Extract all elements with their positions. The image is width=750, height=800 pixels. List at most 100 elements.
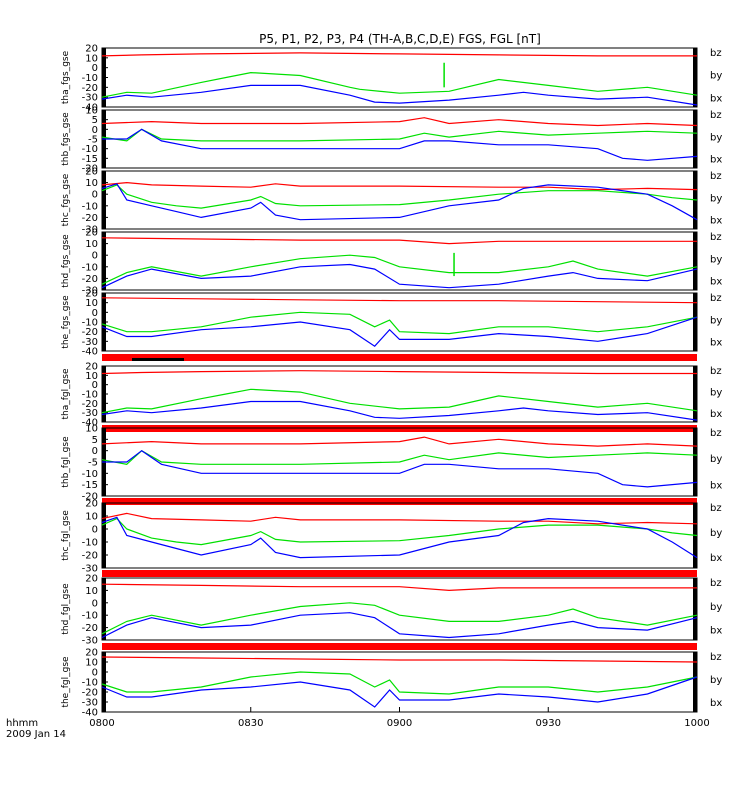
y-tick-label: 10 [85, 658, 98, 669]
y-tick-label: 0 [92, 63, 98, 74]
series-bx [101, 263, 698, 289]
legend-bz: bz [710, 366, 722, 377]
legend-bx: bx [710, 277, 722, 288]
legend-bx: bx [710, 409, 722, 420]
legend-by: by [710, 528, 722, 539]
y-tick-label: -20 [82, 274, 98, 285]
series-bx [101, 612, 698, 639]
legend-bz: bz [710, 652, 722, 663]
legend-bx: bx [710, 698, 722, 709]
y-tick-label: 10 [85, 53, 98, 64]
y-tick-label: -20 [82, 551, 98, 562]
legend-bz: bz [710, 503, 722, 514]
y-tick-label: -10 [82, 611, 98, 622]
separator-bar-0 [102, 354, 697, 361]
y-tick-label: -10 [82, 318, 98, 329]
series-bz [101, 237, 697, 245]
legend-bz: bz [710, 110, 722, 121]
legend-bz: bz [710, 171, 722, 182]
series-bz [101, 117, 698, 127]
y-tick-label: 10 [85, 239, 98, 250]
x-tick-label: 0900 [387, 718, 412, 729]
series-bx [101, 676, 698, 708]
y-tick-label: -10 [82, 73, 98, 84]
y-tick-label: -30 [82, 408, 98, 419]
series-bz [101, 656, 698, 663]
y-tick-label: 20 [85, 574, 98, 585]
series-by [101, 311, 698, 335]
y-tick-label: -15 [82, 154, 98, 165]
x-tick-label: 0800 [89, 718, 114, 729]
y-tick-label: -20 [82, 83, 98, 94]
y-tick-label: -5 [88, 458, 98, 469]
series-bz [101, 436, 698, 447]
y-tick-label: -20 [82, 327, 98, 338]
legend-by: by [710, 315, 722, 326]
y-axis-label: the_fgl_gse [61, 656, 71, 708]
y-tick-label: -40 [82, 103, 98, 114]
y-tick-label: 5 [92, 115, 98, 126]
panel-thc_fgl_gse: 20 10 0 -10 -20 -30 thc_fgl_gse bz by bx [61, 499, 722, 575]
legend-bx: bx [710, 338, 722, 349]
panel-frame [101, 170, 698, 230]
panel-right-edge [693, 110, 697, 168]
panel-right-edge [693, 232, 697, 290]
y-tick-label: 0 [92, 190, 98, 201]
series-bz [101, 512, 698, 525]
y-tick-label: -10 [82, 144, 98, 155]
y-tick-label: -40 [82, 347, 98, 358]
series-bx [102, 128, 698, 161]
series-by [101, 71, 698, 98]
legend-bx: bx [710, 93, 722, 104]
series-by [101, 671, 698, 695]
y-tick-label: 20 [85, 499, 98, 510]
series-bx [101, 516, 698, 559]
legend-by: by [710, 132, 722, 143]
y-tick-label: 10 [85, 106, 98, 117]
legend-bz: bz [710, 578, 722, 589]
y-axis-label: thc_fgs_gse [61, 173, 71, 226]
y-tick-label: 20 [85, 648, 98, 659]
legend-bx: bx [710, 155, 722, 166]
y-tick-label: -40 [82, 418, 98, 429]
y-tick-label: -20 [82, 688, 98, 699]
y-tick-label: 0 [92, 125, 98, 136]
y-axis-label: thd_fgs_gse [61, 234, 71, 288]
series-bz [101, 297, 698, 304]
data-gap-marker [132, 358, 184, 361]
y-tick-label: 10 [85, 298, 98, 309]
series-bx [101, 400, 698, 421]
legend-bx: bx [710, 216, 722, 227]
series-bx [101, 183, 698, 221]
separator-bar-2 [102, 498, 697, 505]
series-bz [101, 52, 697, 57]
y-axis-label: tha_fgl_gse [61, 368, 71, 420]
panel-left-edge [102, 232, 106, 290]
series-bx [101, 84, 698, 106]
y-tick-label: -40 [82, 708, 98, 719]
y-tick-label: -10 [82, 262, 98, 273]
series-bz [101, 370, 697, 375]
y-tick-label: -10 [82, 678, 98, 689]
panel-left-edge [102, 503, 106, 568]
time-label: hhmm [6, 718, 38, 729]
series-bz [101, 181, 698, 191]
y-tick-label: -30 [82, 225, 98, 236]
panel-left-edge [102, 578, 106, 640]
y-tick-label: -30 [82, 93, 98, 104]
panel-right-edge [693, 428, 697, 496]
y-tick-label: 20 [85, 228, 98, 239]
separator-bar-4 [102, 643, 697, 650]
series-by [101, 184, 698, 209]
y-tick-label: 5 [92, 435, 98, 446]
panel-right-edge [693, 48, 697, 107]
series-bx [102, 449, 698, 488]
